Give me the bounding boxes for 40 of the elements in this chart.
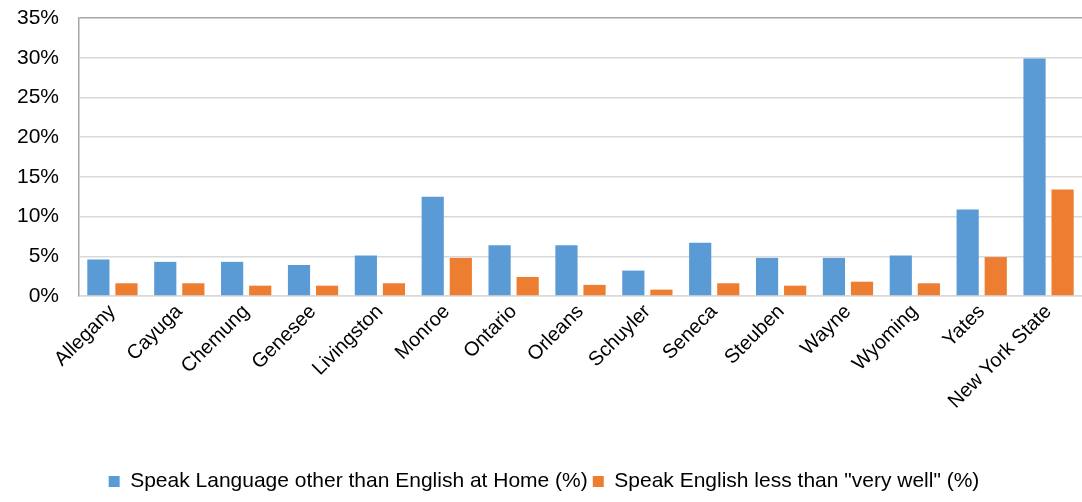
bar xyxy=(889,255,912,296)
y-tick-label: 15% xyxy=(16,163,59,187)
legend-label: Speak English less than "very well" (%) xyxy=(614,468,980,492)
y-tick-label: 20% xyxy=(16,123,59,147)
bar xyxy=(315,285,339,296)
bar xyxy=(421,196,444,296)
bar xyxy=(755,257,779,296)
bar xyxy=(516,276,539,296)
bar xyxy=(182,283,205,296)
bar xyxy=(87,259,110,296)
bar xyxy=(717,283,740,296)
bar xyxy=(984,257,1007,296)
bar xyxy=(784,285,807,296)
bar xyxy=(917,283,940,296)
bar xyxy=(1051,189,1074,296)
bar xyxy=(555,245,578,296)
y-tick-label: 35% xyxy=(16,4,59,28)
y-tick-label: 0% xyxy=(28,282,59,306)
bar xyxy=(354,255,377,296)
bar xyxy=(689,242,712,296)
bar xyxy=(850,281,874,296)
y-tick-label: 30% xyxy=(16,44,59,68)
bar xyxy=(1023,58,1046,296)
bar xyxy=(154,261,177,296)
y-tick-label: 25% xyxy=(16,84,59,108)
bar xyxy=(115,283,138,296)
bar xyxy=(287,265,311,296)
y-tick-label: 5% xyxy=(28,243,59,267)
bar xyxy=(956,209,979,296)
bar xyxy=(249,285,272,296)
bar xyxy=(221,261,244,296)
bar xyxy=(488,245,511,296)
bar xyxy=(822,257,846,296)
y-tick-label: 10% xyxy=(16,203,59,227)
bar xyxy=(382,283,406,296)
bar xyxy=(583,284,606,296)
bar xyxy=(622,270,645,296)
legend-label: Speak Language other than English at Home (%) xyxy=(130,468,588,492)
bar xyxy=(449,257,472,296)
bar xyxy=(650,289,673,296)
